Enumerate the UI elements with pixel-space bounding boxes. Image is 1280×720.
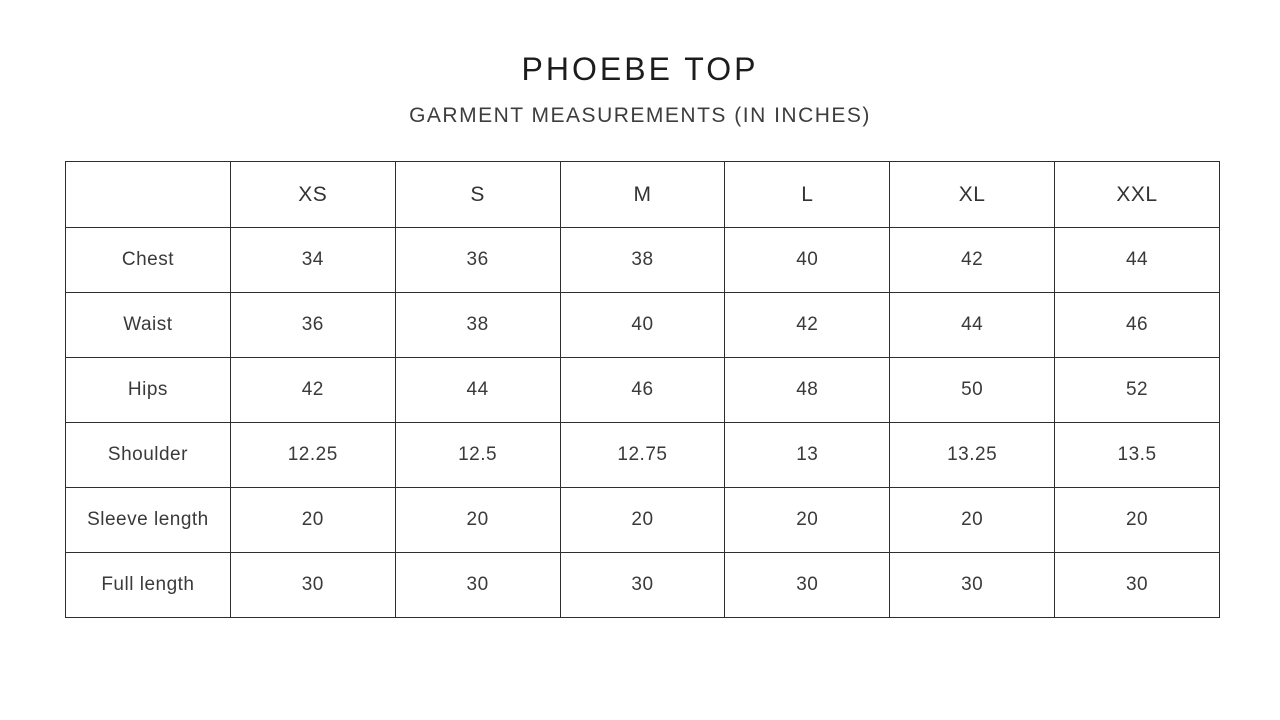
cell-hips-s: 44: [394, 357, 561, 423]
row-label-full-length: Full length: [65, 552, 231, 618]
table-row-sleeve-length: Sleeve length 20 20 20 20 20 20: [65, 487, 1220, 553]
header-cell-s: S: [394, 161, 561, 228]
header-cell-l: L: [724, 161, 891, 228]
header-cell-blank: [65, 161, 231, 228]
garment-measurements-table: XS S M L XL XXL Chest 34 36 38 40 42 44 …: [65, 161, 1220, 618]
cell-sleeve-xxl: 20: [1054, 487, 1220, 553]
cell-full-xs: 30: [229, 552, 396, 618]
cell-shoulder-xl: 13.25: [889, 422, 1056, 488]
cell-hips-xs: 42: [229, 357, 396, 423]
page-title: PHOEBE TOP: [521, 51, 759, 87]
header-cell-xxl: XXL: [1054, 161, 1220, 228]
cell-waist-l: 42: [724, 292, 891, 358]
cell-hips-xxl: 52: [1054, 357, 1220, 423]
cell-shoulder-xxl: 13.5: [1054, 422, 1220, 488]
cell-waist-m: 40: [559, 292, 726, 358]
page-subtitle: GARMENT MEASUREMENTS (IN INCHES): [409, 104, 871, 127]
cell-waist-xxl: 46: [1054, 292, 1220, 358]
cell-chest-l: 40: [724, 227, 891, 293]
table-header: XS S M L XL XXL: [65, 161, 1220, 228]
cell-sleeve-s: 20: [394, 487, 561, 553]
cell-waist-s: 38: [394, 292, 561, 358]
cell-sleeve-l: 20: [724, 487, 891, 553]
cell-hips-l: 48: [724, 357, 891, 423]
cell-full-xxl: 30: [1054, 552, 1220, 618]
cell-chest-xl: 42: [889, 227, 1056, 293]
header-cell-xl: XL: [889, 161, 1056, 228]
table-row-hips: Hips 42 44 46 48 50 52: [65, 357, 1220, 423]
table-body: Chest 34 36 38 40 42 44 Waist 36 38 40 4…: [65, 227, 1220, 618]
table-row-full-length: Full length 30 30 30 30 30 30: [65, 552, 1220, 618]
table-row-shoulder: Shoulder 12.25 12.5 12.75 13 13.25 13.5: [65, 422, 1220, 488]
cell-chest-xs: 34: [229, 227, 396, 293]
row-label-waist: Waist: [65, 292, 231, 358]
cell-chest-m: 38: [559, 227, 726, 293]
cell-shoulder-s: 12.5: [394, 422, 561, 488]
cell-shoulder-xs: 12.25: [229, 422, 396, 488]
cell-full-m: 30: [559, 552, 726, 618]
table-header-row: XS S M L XL XXL: [65, 161, 1220, 228]
row-label-chest: Chest: [65, 227, 231, 293]
cell-full-xl: 30: [889, 552, 1056, 618]
cell-chest-xxl: 44: [1054, 227, 1220, 293]
cell-hips-xl: 50: [889, 357, 1056, 423]
cell-sleeve-m: 20: [559, 487, 726, 553]
cell-hips-m: 46: [559, 357, 726, 423]
cell-shoulder-m: 12.75: [559, 422, 726, 488]
row-label-sleeve-length: Sleeve length: [65, 487, 231, 553]
cell-sleeve-xs: 20: [229, 487, 396, 553]
cell-shoulder-l: 13: [724, 422, 891, 488]
header-cell-xs: XS: [229, 161, 396, 228]
cell-full-l: 30: [724, 552, 891, 618]
table-row-chest: Chest 34 36 38 40 42 44: [65, 227, 1220, 293]
row-label-hips: Hips: [65, 357, 231, 423]
cell-chest-s: 36: [394, 227, 561, 293]
row-label-shoulder: Shoulder: [65, 422, 231, 488]
cell-full-s: 30: [394, 552, 561, 618]
table-row-waist: Waist 36 38 40 42 44 46: [65, 292, 1220, 358]
cell-sleeve-xl: 20: [889, 487, 1056, 553]
cell-waist-xl: 44: [889, 292, 1056, 358]
header-cell-m: M: [559, 161, 726, 228]
cell-waist-xs: 36: [229, 292, 396, 358]
